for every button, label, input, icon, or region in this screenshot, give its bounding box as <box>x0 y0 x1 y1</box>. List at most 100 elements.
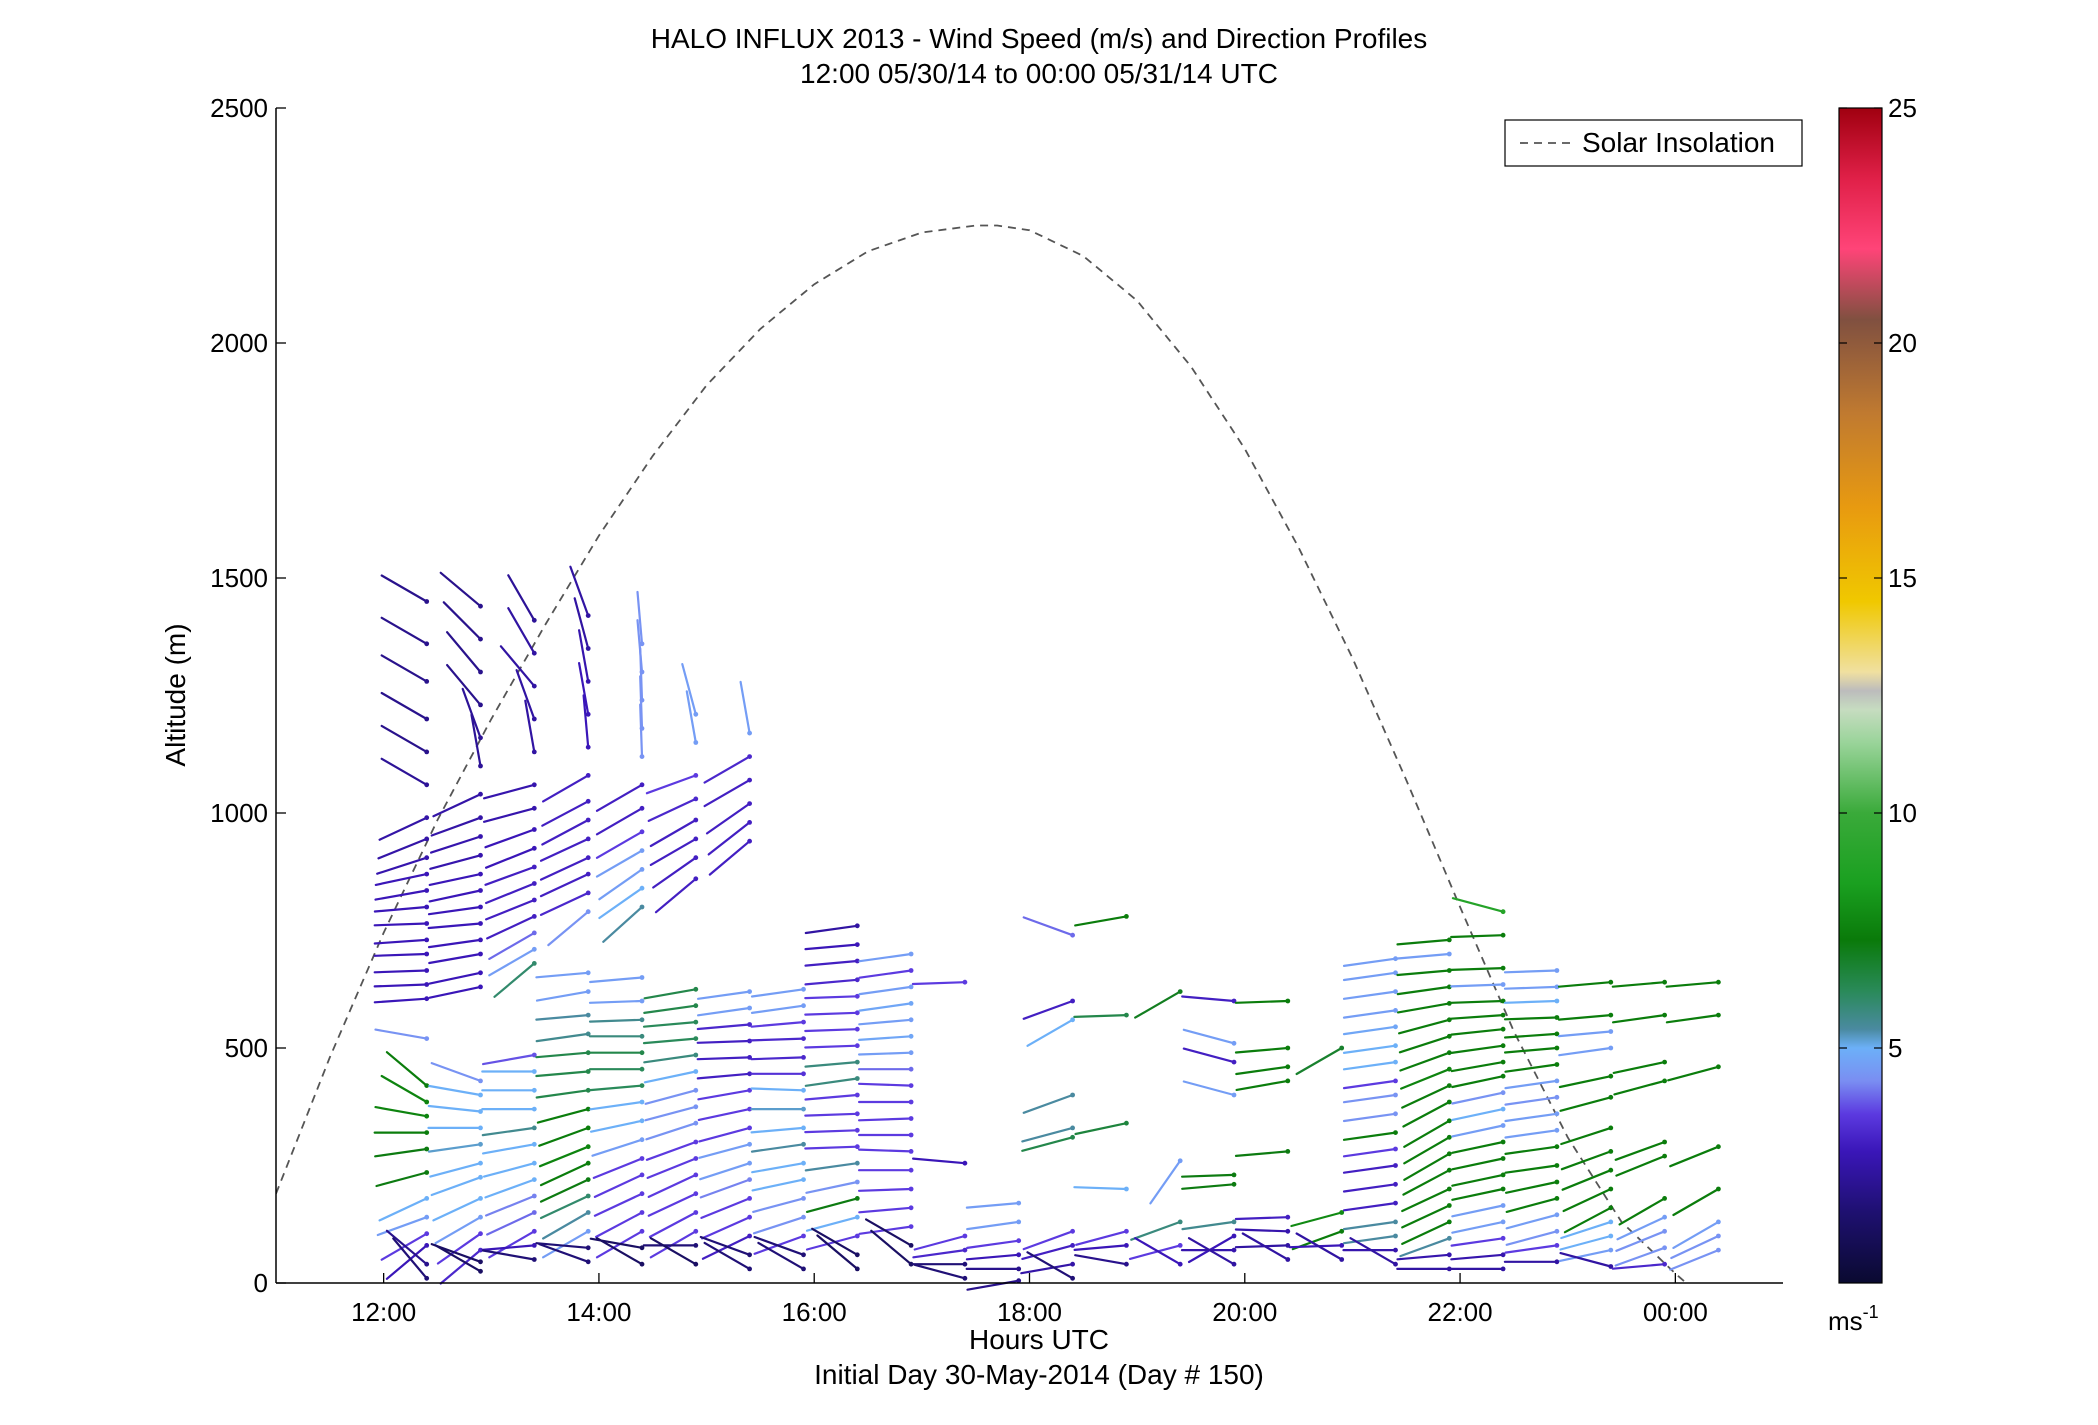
wind-vector <box>1396 1253 1451 1261</box>
wind-vector <box>434 1216 482 1245</box>
wind-vector <box>697 1089 751 1101</box>
wind-vector-base <box>424 1261 430 1267</box>
wind-vector-base <box>531 617 537 623</box>
wind-vector <box>1026 1251 1074 1280</box>
wind-vector-base <box>639 1228 645 1234</box>
wind-vector-base <box>424 921 430 926</box>
wind-vector-base <box>854 1026 860 1032</box>
wind-vector <box>1451 1075 1505 1089</box>
wind-vector <box>432 1197 482 1222</box>
wind-vector <box>857 1148 913 1153</box>
wind-vector <box>696 1039 751 1044</box>
wind-vector <box>1505 1213 1559 1230</box>
wind-vector <box>1234 1244 1289 1249</box>
wind-vector-base <box>531 946 537 952</box>
wind-vector-base <box>639 1137 645 1143</box>
wind-vector-base <box>1716 1064 1721 1070</box>
wind-vector-base <box>693 1228 699 1234</box>
wind-vector <box>1342 1079 1397 1090</box>
wind-vector-base <box>1446 1099 1452 1105</box>
wind-vector-base <box>962 1160 968 1166</box>
wind-vector-base <box>531 1257 537 1262</box>
wind-vector-base <box>424 815 430 821</box>
wind-vector <box>591 1138 644 1157</box>
wind-vector <box>380 691 428 721</box>
wind-vector <box>429 1162 482 1178</box>
wind-vector-base <box>1554 968 1560 973</box>
wind-vector-base <box>1070 1275 1075 1281</box>
wind-vector-base <box>424 951 430 957</box>
wind-vector <box>539 1194 590 1220</box>
wind-vector-base <box>531 1087 537 1093</box>
wind-vector-base <box>478 603 483 609</box>
wind-vector <box>913 1263 967 1280</box>
wind-vector <box>1241 1232 1289 1261</box>
wind-vector <box>1450 1237 1505 1247</box>
wind-vector-base <box>747 1022 752 1027</box>
wind-vector <box>1450 1044 1505 1055</box>
wind-vector-base <box>1554 1259 1560 1265</box>
wind-vector-base <box>639 1210 645 1215</box>
wind-vector <box>1672 1220 1720 1250</box>
wind-vector <box>439 1248 482 1285</box>
wind-vector-base <box>908 1132 914 1138</box>
wind-vector-base <box>801 1196 806 1201</box>
wind-vector-base <box>1500 909 1506 915</box>
wind-vector-base <box>854 942 860 947</box>
wind-vector-base <box>531 827 537 832</box>
wind-vector-base <box>1662 1245 1667 1251</box>
wind-vector <box>805 1216 859 1232</box>
wind-vector <box>1181 1183 1236 1190</box>
wind-vector-base <box>1070 1243 1075 1248</box>
wind-vector-base <box>1500 1043 1506 1049</box>
wind-vector-base <box>585 1087 591 1093</box>
wind-vector-base <box>478 1141 483 1147</box>
wind-vector-base <box>1124 1012 1129 1018</box>
wind-vector <box>1611 981 1666 988</box>
wind-vector <box>1234 1150 1289 1158</box>
wind-vector <box>752 1197 805 1214</box>
wind-vector-base <box>693 1191 699 1197</box>
wind-vector-base <box>1124 1120 1129 1126</box>
wind-vector-base <box>801 1019 806 1025</box>
wind-vector <box>681 662 697 716</box>
wind-vector <box>427 922 482 930</box>
wind-vector-base <box>639 1083 645 1088</box>
wind-vector <box>1450 1253 1505 1261</box>
wind-vector-base <box>478 984 483 990</box>
wind-vector <box>911 981 967 986</box>
wind-vector-base <box>854 993 860 999</box>
wind-vector <box>857 1082 913 1087</box>
wind-vector <box>804 943 859 951</box>
wind-vector <box>913 1234 967 1251</box>
wind-vector <box>507 607 536 655</box>
wind-vector-base <box>1446 1118 1452 1124</box>
wind-vector-base <box>531 914 537 919</box>
wind-vector <box>1558 1046 1612 1057</box>
wind-vector <box>428 889 482 903</box>
colorbar-ticks: 5 10 15 20 25 <box>1839 93 1917 1063</box>
wind-vector <box>1182 1047 1236 1064</box>
wind-vector-base <box>531 881 537 886</box>
wind-vector-base <box>693 855 699 861</box>
wind-vector <box>1180 1173 1236 1178</box>
wind-vector-base <box>1177 1261 1183 1267</box>
wind-vector <box>373 997 428 1004</box>
wind-vector-base <box>747 1214 752 1220</box>
wind-vector-base <box>531 1160 537 1166</box>
wind-vector <box>1612 1060 1666 1075</box>
wind-vector <box>1342 1147 1397 1158</box>
wind-vector <box>1451 1220 1505 1234</box>
wind-vector-base <box>1070 1261 1075 1267</box>
wind-vector-base <box>478 951 483 957</box>
wind-vector-base <box>639 754 645 759</box>
wind-vector-base <box>801 1214 806 1220</box>
wind-vector <box>643 1070 697 1084</box>
wind-vector-base <box>801 1125 806 1131</box>
wind-vector <box>698 1143 751 1159</box>
wind-vector <box>1349 1237 1397 1266</box>
wind-vector <box>1295 1046 1343 1076</box>
wind-vector <box>645 1140 697 1161</box>
wind-vector <box>593 1173 644 1199</box>
wind-vector <box>380 654 428 683</box>
